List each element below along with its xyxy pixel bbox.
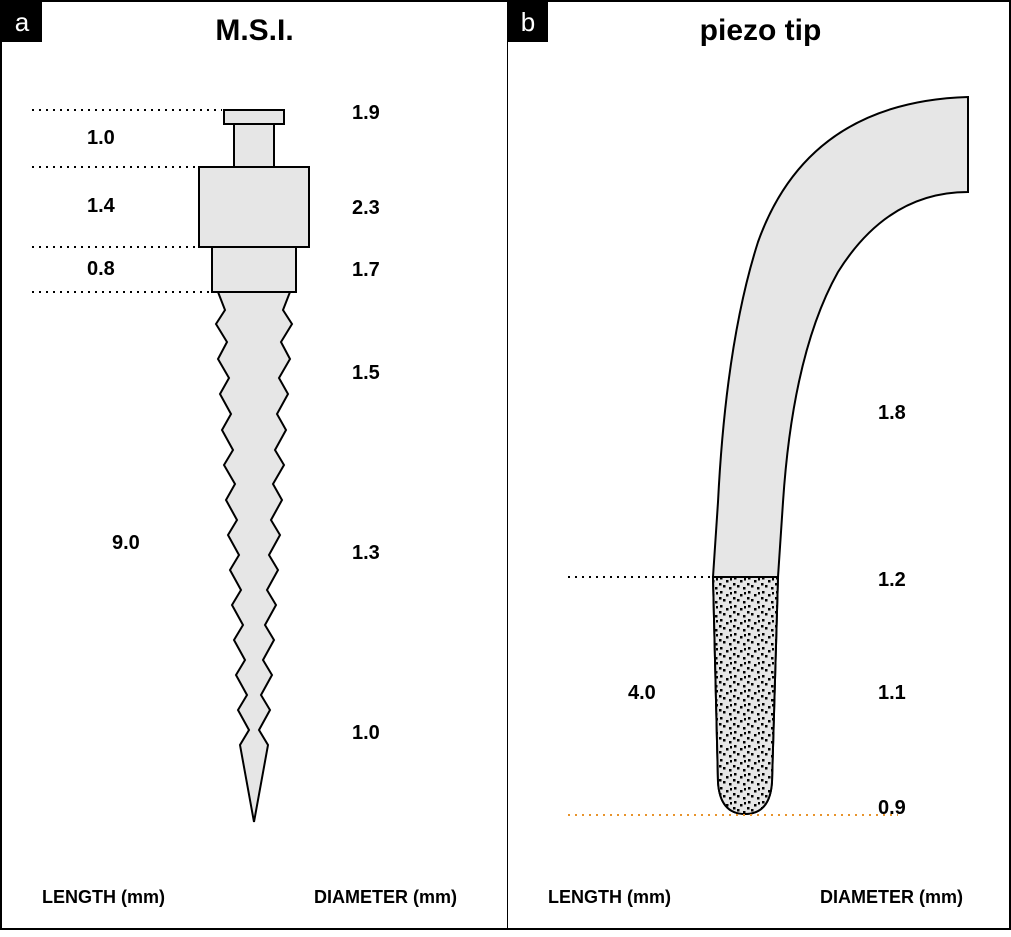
msi-dia-5: 1.3 xyxy=(352,542,380,565)
panel-b: b piezo tip xyxy=(507,2,1011,928)
panel-b-axis-right: DIAMETER (mm) xyxy=(820,887,963,908)
msi-len-2: 1.4 xyxy=(87,195,115,218)
panel-b-axis-left: LENGTH (mm) xyxy=(548,887,671,908)
piezo-dia-3: 1.1 xyxy=(878,682,906,705)
panel-a: a M.S.I. xyxy=(2,2,507,928)
piezo-dia-1: 1.8 xyxy=(878,402,906,425)
msi-dia-4: 1.5 xyxy=(352,362,380,385)
piezo-len-working: 4.0 xyxy=(628,682,656,705)
piezo-diagram xyxy=(508,2,1011,928)
panel-a-axis-left: LENGTH (mm) xyxy=(42,887,165,908)
msi-len-1: 1.0 xyxy=(87,127,115,150)
panel-a-axis-right: DIAMETER (mm) xyxy=(314,887,457,908)
figure: a M.S.I. xyxy=(0,0,1011,930)
msi-dia-1: 1.9 xyxy=(352,102,380,125)
msi-dia-2: 2.3 xyxy=(352,197,380,220)
msi-dia-3: 1.7 xyxy=(352,259,380,282)
msi-len-shaft: 9.0 xyxy=(112,532,140,555)
msi-diagram xyxy=(2,2,507,928)
msi-dia-6: 1.0 xyxy=(352,722,380,745)
piezo-dia-4: 0.9 xyxy=(878,797,906,820)
piezo-dia-2: 1.2 xyxy=(878,569,906,592)
msi-len-3: 0.8 xyxy=(87,258,115,281)
